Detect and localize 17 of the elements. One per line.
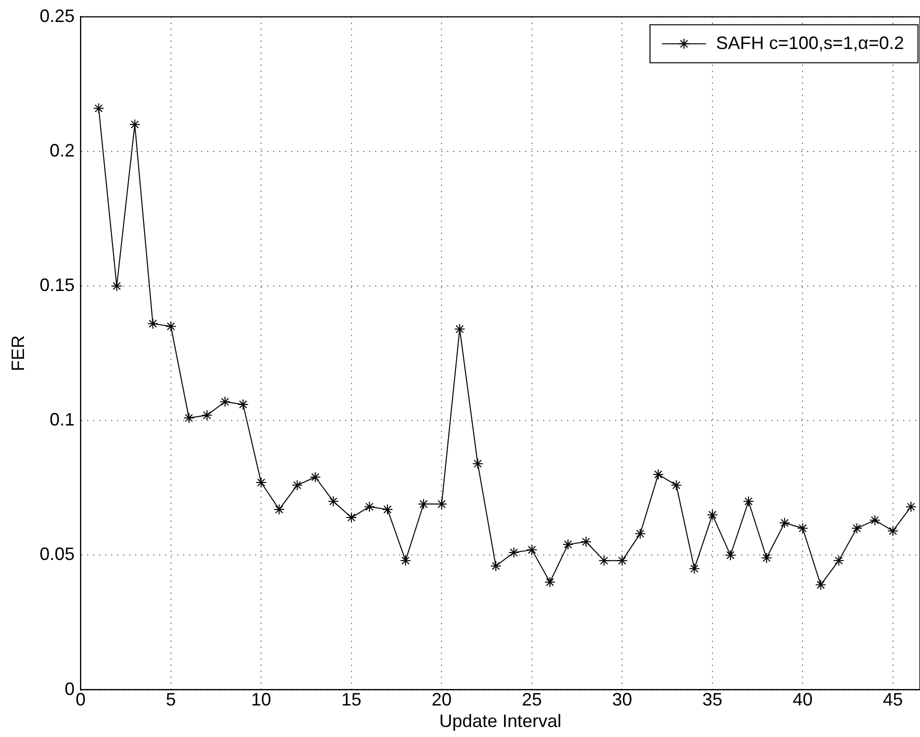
x-tick-label: 10 [251,690,272,710]
x-tick-label: 30 [612,690,632,710]
y-tick-label: 0.15 [40,274,75,295]
x-tick-label: 40 [792,690,813,710]
x-tick-label: 15 [341,690,362,710]
y-axis-title: FER [8,335,28,372]
x-tick-label: 35 [702,690,722,710]
x-tick-label: 5 [166,690,176,710]
x-axis-title: Update Interval [439,711,562,732]
y-tick-label: 0.05 [40,544,75,564]
legend-label: SAFH c=100,s=1,α=0.2 [716,32,904,53]
y-tick-label: 0.2 [50,140,75,160]
y-tick-label: 0.1 [50,410,75,430]
x-tick-label: 45 [882,690,903,710]
x-tick-label: 20 [432,690,452,710]
y-tick-label: 0.25 [40,6,75,26]
x-tick-label: 25 [522,690,542,710]
